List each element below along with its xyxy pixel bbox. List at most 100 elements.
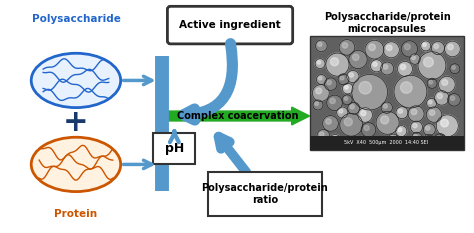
Text: +: +: [63, 108, 89, 137]
Circle shape: [316, 88, 322, 94]
Circle shape: [369, 44, 375, 51]
Circle shape: [448, 93, 460, 106]
Circle shape: [316, 75, 327, 85]
Text: Polysaccharide: Polysaccharide: [31, 14, 120, 24]
Circle shape: [339, 109, 343, 113]
FancyBboxPatch shape: [154, 133, 195, 164]
FancyArrow shape: [168, 107, 310, 125]
Circle shape: [317, 130, 330, 142]
Circle shape: [326, 119, 331, 124]
Circle shape: [349, 73, 354, 77]
Text: pH: pH: [165, 142, 184, 155]
Bar: [310, 36, 464, 150]
Circle shape: [316, 40, 327, 52]
Circle shape: [429, 80, 433, 84]
Circle shape: [340, 113, 363, 136]
Circle shape: [330, 98, 335, 104]
Circle shape: [330, 58, 338, 66]
Circle shape: [313, 100, 323, 110]
Circle shape: [388, 134, 399, 145]
Circle shape: [450, 96, 455, 100]
Circle shape: [428, 100, 432, 104]
Circle shape: [396, 107, 408, 119]
Circle shape: [342, 43, 348, 48]
Circle shape: [394, 75, 427, 108]
Circle shape: [438, 76, 455, 93]
Circle shape: [411, 132, 422, 143]
Ellipse shape: [31, 53, 121, 108]
Circle shape: [448, 44, 453, 50]
Circle shape: [437, 136, 441, 140]
Circle shape: [353, 54, 359, 60]
Circle shape: [339, 40, 355, 55]
Circle shape: [317, 61, 320, 64]
Circle shape: [350, 105, 354, 109]
Circle shape: [436, 115, 458, 137]
Text: Polysaccharide/protein
microcapsules: Polysaccharide/protein microcapsules: [324, 12, 450, 34]
Circle shape: [340, 76, 344, 80]
Circle shape: [431, 41, 445, 55]
Circle shape: [390, 136, 394, 140]
Circle shape: [383, 42, 400, 58]
Circle shape: [329, 134, 341, 147]
Circle shape: [361, 111, 366, 116]
Circle shape: [312, 85, 329, 101]
Circle shape: [401, 82, 412, 93]
Circle shape: [344, 118, 352, 126]
Circle shape: [423, 43, 426, 46]
Circle shape: [442, 79, 448, 85]
Circle shape: [410, 54, 420, 64]
Text: Protein: Protein: [55, 209, 98, 219]
Circle shape: [376, 111, 399, 134]
Circle shape: [344, 97, 347, 100]
FancyBboxPatch shape: [167, 6, 292, 44]
FancyBboxPatch shape: [208, 172, 321, 216]
Circle shape: [315, 59, 325, 69]
Circle shape: [426, 126, 430, 130]
Circle shape: [413, 123, 417, 128]
Circle shape: [373, 62, 377, 66]
Ellipse shape: [31, 137, 121, 192]
Circle shape: [361, 123, 376, 137]
Text: Active ingredient: Active ingredient: [179, 20, 281, 30]
Circle shape: [438, 93, 442, 99]
Circle shape: [383, 65, 388, 69]
Text: 5kV  X40  500μm  2000  14:40 SEI: 5kV X40 500μm 2000 14:40 SEI: [345, 140, 429, 145]
Circle shape: [434, 134, 446, 146]
Circle shape: [345, 86, 348, 89]
Circle shape: [315, 102, 319, 106]
Circle shape: [401, 64, 406, 70]
Circle shape: [434, 91, 449, 105]
Circle shape: [424, 57, 433, 67]
Circle shape: [429, 110, 435, 115]
Circle shape: [412, 56, 415, 60]
Circle shape: [427, 98, 437, 108]
Circle shape: [404, 44, 410, 50]
Circle shape: [445, 41, 460, 57]
Text: Polysaccharide/protein
ratio: Polysaccharide/protein ratio: [201, 183, 328, 205]
Circle shape: [318, 42, 322, 46]
Text: Complex coacervation: Complex coacervation: [177, 111, 299, 121]
Circle shape: [327, 80, 331, 85]
Circle shape: [355, 136, 365, 146]
Circle shape: [397, 61, 412, 76]
Circle shape: [370, 60, 383, 72]
Circle shape: [410, 121, 422, 133]
Circle shape: [365, 40, 384, 59]
Circle shape: [324, 78, 337, 90]
Circle shape: [401, 41, 418, 57]
Circle shape: [342, 95, 352, 105]
Bar: [310, 136, 464, 150]
Circle shape: [434, 44, 438, 49]
Circle shape: [398, 128, 402, 132]
Circle shape: [396, 126, 407, 137]
FancyArrowPatch shape: [183, 44, 232, 120]
Circle shape: [381, 62, 394, 75]
Circle shape: [348, 102, 360, 114]
Circle shape: [358, 108, 373, 122]
Circle shape: [427, 79, 437, 88]
Circle shape: [425, 137, 429, 140]
Circle shape: [423, 134, 434, 145]
Circle shape: [408, 106, 424, 122]
Circle shape: [359, 82, 372, 94]
